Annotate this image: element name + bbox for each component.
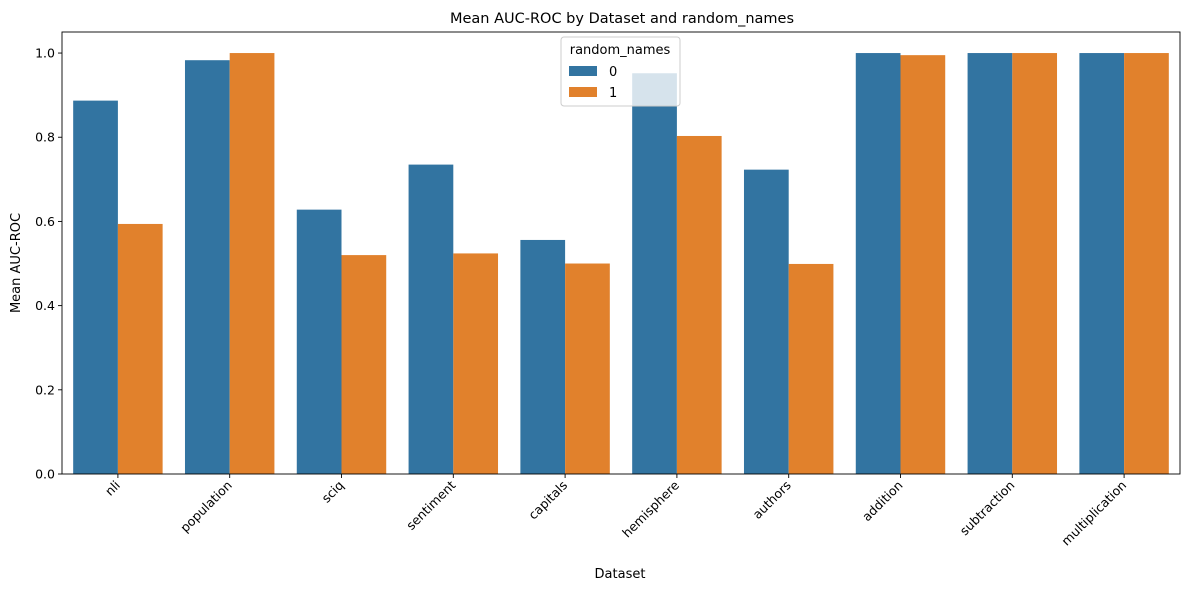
chart-title: Mean AUC-ROC by Dataset and random_names — [450, 11, 794, 27]
x-tick-label-authors: authors — [749, 478, 793, 522]
plot-frame — [61, 31, 1181, 475]
bar-sciq-series-0 — [296, 209, 342, 474]
bar-population-series-0 — [184, 60, 230, 474]
bar-population-series-1 — [229, 53, 275, 475]
y-tick-label: 0.6 — [35, 214, 55, 229]
bar-multiplication-series-0 — [1079, 53, 1125, 475]
x-tick-label-capitals: capitals — [525, 478, 570, 523]
bar-sentiment-series-1 — [453, 253, 499, 474]
bar-hemisphere-series-1 — [676, 135, 722, 475]
legend: random_names 0 1 — [560, 36, 681, 107]
x-tick-label-hemisphere: hemisphere — [619, 477, 682, 540]
bar-authors-series-1 — [788, 263, 834, 474]
bar-sentiment-series-0 — [408, 164, 454, 474]
bar-subtraction-series-1 — [1012, 53, 1058, 475]
x-tick-label-addition: addition — [859, 478, 906, 525]
y-tick-label: 0.0 — [35, 467, 55, 482]
x-tick-label-nli: nli — [102, 478, 123, 499]
bars-layer — [73, 53, 1169, 475]
bar-nli-series-0 — [73, 100, 118, 475]
legend-label-1: 1 — [609, 86, 617, 101]
bar-multiplication-series-1 — [1124, 53, 1169, 475]
x-axis-label: Dataset — [595, 567, 646, 582]
y-tick-label: 0.8 — [35, 130, 55, 145]
bar-sciq-series-1 — [341, 255, 387, 474]
x-tick-label-sciq: sciq — [318, 478, 346, 506]
y-tick-label: 0.2 — [35, 382, 55, 397]
bar-addition-series-1 — [900, 55, 946, 475]
legend-swatch-1 — [569, 87, 597, 97]
bar-nli-series-1 — [117, 223, 163, 474]
bar-subtraction-series-0 — [967, 53, 1013, 475]
y-tick-label: 0.4 — [35, 298, 55, 313]
x-tick-label-multiplication: multiplication — [1058, 478, 1129, 549]
bar-capitals-series-0 — [520, 239, 566, 474]
bar-addition-series-0 — [855, 53, 901, 475]
x-tick-label-sentiment: sentiment — [403, 477, 458, 532]
y-tick-label: 1.0 — [35, 46, 55, 61]
bar-hemisphere-series-0 — [632, 73, 677, 474]
x-tick-label-subtraction: subtraction — [957, 478, 1018, 539]
legend-title: random_names — [570, 43, 671, 58]
x-tick-label-population: population — [177, 478, 235, 536]
legend-label-0: 0 — [609, 65, 617, 80]
legend-swatch-0 — [569, 66, 597, 76]
bar-capitals-series-1 — [565, 263, 610, 474]
y-axis-label: Mean AUC-ROC — [9, 213, 24, 313]
bar-authors-series-0 — [743, 169, 789, 474]
